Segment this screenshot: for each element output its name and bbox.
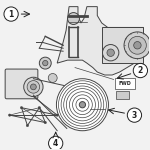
Circle shape: [68, 13, 80, 24]
Circle shape: [127, 108, 142, 122]
FancyBboxPatch shape: [5, 69, 38, 99]
Circle shape: [38, 106, 40, 109]
Circle shape: [48, 74, 57, 82]
Circle shape: [44, 121, 46, 124]
Circle shape: [43, 60, 48, 66]
Text: 2: 2: [138, 66, 143, 75]
Circle shape: [129, 36, 146, 54]
Circle shape: [24, 77, 43, 97]
Polygon shape: [57, 7, 143, 75]
Text: 4: 4: [53, 139, 58, 148]
FancyBboxPatch shape: [102, 27, 143, 63]
Circle shape: [26, 124, 29, 127]
Circle shape: [39, 57, 51, 69]
Circle shape: [134, 42, 141, 49]
Circle shape: [79, 102, 86, 108]
Circle shape: [49, 136, 63, 150]
Circle shape: [107, 49, 114, 56]
Circle shape: [4, 7, 18, 21]
Text: 1: 1: [8, 10, 14, 19]
Circle shape: [102, 45, 119, 61]
Text: FWD: FWD: [118, 81, 131, 86]
Circle shape: [8, 114, 11, 116]
Circle shape: [20, 106, 23, 109]
FancyBboxPatch shape: [116, 91, 129, 99]
Circle shape: [133, 63, 147, 78]
FancyBboxPatch shape: [115, 78, 135, 89]
Circle shape: [30, 84, 36, 90]
Circle shape: [124, 32, 150, 59]
Circle shape: [56, 79, 108, 131]
Circle shape: [56, 114, 58, 116]
Text: 3: 3: [132, 111, 137, 120]
Circle shape: [27, 81, 40, 93]
